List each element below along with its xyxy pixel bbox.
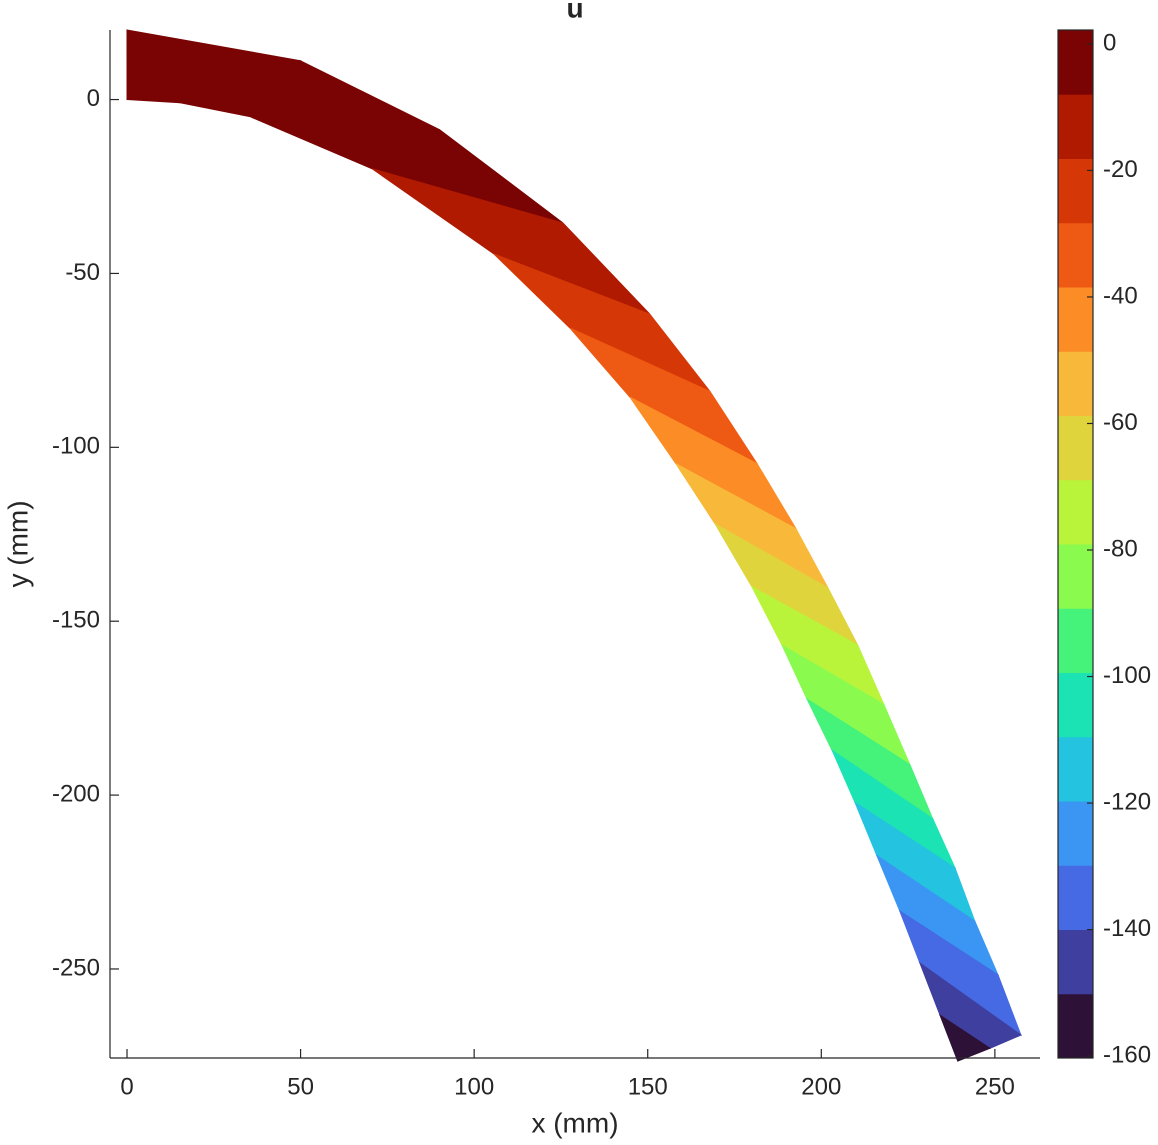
x-tick-label: 200: [801, 1073, 841, 1100]
colorbar-band: [1058, 30, 1093, 95]
x-tick-label: 0: [120, 1073, 133, 1100]
colorbar-band: [1058, 94, 1093, 159]
x-tick-label: 100: [454, 1073, 494, 1100]
colorbar-tick-label: -60: [1103, 409, 1138, 436]
y-tick-label: -100: [52, 433, 100, 460]
contour-band: [249, 116, 564, 224]
colorbar-tick-label: -40: [1103, 282, 1138, 309]
colorbar-frame: [1057, 29, 1094, 1059]
x-tick-label: 250: [975, 1073, 1015, 1100]
colorbar-band: [1058, 736, 1093, 802]
x-tick-label: 150: [628, 1073, 668, 1100]
x-tick-label: 50: [287, 1073, 314, 1100]
colorbar-tick-label: -120: [1103, 788, 1151, 815]
colorbar-band: [1058, 287, 1093, 352]
contour-band: [938, 1013, 992, 1062]
colorbar-band: [1058, 608, 1093, 673]
colorbar-band: [1058, 865, 1093, 930]
y-tick-label: -200: [52, 780, 100, 807]
colorbar-tick-label: -80: [1103, 535, 1138, 562]
colorbar-tick-label: -140: [1103, 915, 1151, 942]
colorbar-band: [1058, 929, 1093, 995]
colorbar-band: [1058, 672, 1093, 738]
colorbar-band: [1058, 158, 1093, 224]
x-axis-label: x (mm): [531, 1107, 618, 1138]
colorbar-tick-label: -100: [1103, 662, 1151, 689]
colorbar-band: [1058, 351, 1093, 416]
colorbar-band: [1058, 544, 1093, 609]
colorbar-band: [1058, 415, 1093, 481]
colorbar-tick-label: -160: [1103, 1041, 1151, 1068]
colorbar-band: [1058, 479, 1093, 545]
colorbar-band: [1058, 222, 1093, 288]
colorbar-tick-label: -20: [1103, 156, 1138, 183]
y-tick-label: -150: [52, 607, 100, 634]
y-tick-label: 0: [87, 85, 100, 112]
colorbar-band: [1058, 801, 1093, 866]
y-tick-label: -250: [52, 954, 100, 981]
colorbar-tick-label: 0: [1103, 29, 1116, 56]
colorbar-band: [1058, 993, 1093, 1059]
chart-title: u: [566, 0, 583, 23]
y-axis-label: y (mm): [2, 500, 33, 587]
y-tick-label: -50: [65, 259, 100, 286]
